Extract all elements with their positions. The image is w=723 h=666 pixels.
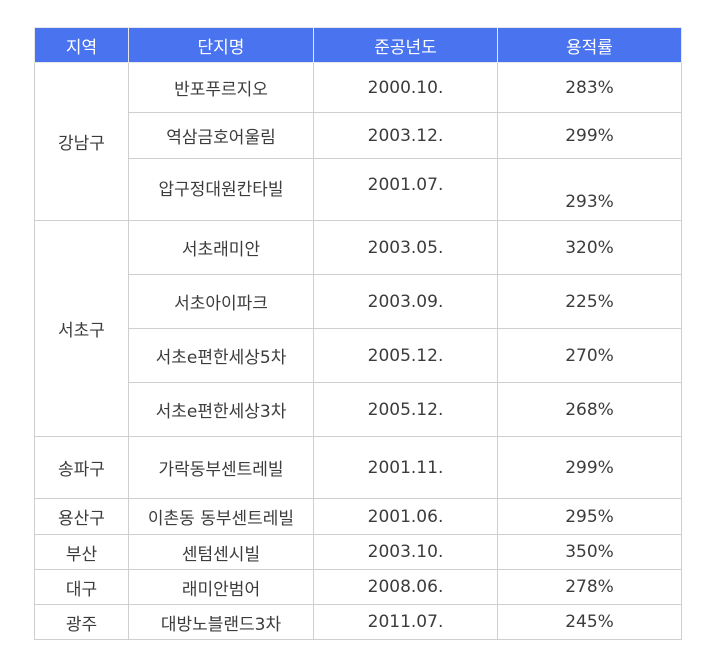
region-cell: 서초구 bbox=[34, 220, 129, 437]
header-ratio: 용적률 bbox=[497, 27, 682, 63]
table-row: 서초e편한세상3차 2005.12. 268% bbox=[35, 382, 682, 437]
region-cell: 용산구 bbox=[34, 498, 129, 535]
year-cell: 2003.05. bbox=[313, 220, 498, 275]
table-row: 압구정대원칸타빌 2001.07. 293% bbox=[35, 158, 682, 221]
region-cell: 송파구 bbox=[34, 436, 129, 499]
year-cell: 2003.12. bbox=[313, 112, 498, 159]
ratio-cell: 283% bbox=[497, 62, 682, 113]
complex-cell: 역삼금호어울림 bbox=[128, 112, 314, 159]
complex-cell: 가락동부센트레빌 bbox=[128, 436, 314, 499]
complex-cell: 서초e편한세상5차 bbox=[128, 328, 314, 383]
complex-cell: 압구정대원칸타빌 bbox=[128, 158, 314, 221]
table-row: 광주 대방노블랜드3차 2011.07. 245% bbox=[34, 604, 682, 640]
ratio-cell: 245% bbox=[497, 604, 682, 640]
header-complex: 단지명 bbox=[128, 27, 314, 63]
year-cell: 2001.07. bbox=[313, 158, 498, 221]
year-cell: 2001.11. bbox=[313, 436, 498, 499]
complex-cell: 센텀센시빌 bbox=[128, 534, 314, 570]
year-cell: 2003.09. bbox=[313, 274, 498, 329]
table-row: 용산구 이촌동 동부센트레빌 2001.06. 295% bbox=[34, 498, 682, 535]
ratio-cell: 295% bbox=[497, 498, 682, 535]
year-cell: 2005.12. bbox=[313, 328, 498, 383]
ratio-cell: 268% bbox=[497, 382, 682, 437]
ratio-cell: 225% bbox=[497, 274, 682, 329]
year-cell: 2000.10. bbox=[313, 62, 498, 113]
region-cell: 대구 bbox=[34, 569, 129, 605]
region-cell: 강남구 bbox=[34, 62, 129, 221]
complex-cell: 반포푸르지오 bbox=[128, 62, 314, 113]
table-row: 서초아이파크 2003.09. 225% bbox=[35, 274, 682, 329]
table-row: 강남구 반포푸르지오 2000.10. 283% bbox=[34, 62, 682, 221]
year-cell: 2011.07. bbox=[313, 604, 498, 640]
ratio-cell: 299% bbox=[497, 436, 682, 499]
ratio-cell: 350% bbox=[497, 534, 682, 570]
complex-cell: 서초래미안 bbox=[128, 220, 314, 275]
year-cell: 2005.12. bbox=[313, 382, 498, 437]
complex-cell: 대방노블랜드3차 bbox=[128, 604, 314, 640]
ratio-cell: 299% bbox=[497, 112, 682, 159]
table-row: 역삼금호어울림 2003.12. 299% bbox=[35, 112, 682, 159]
table-row: 서초e편한세상5차 2005.12. 270% bbox=[35, 328, 682, 383]
table-row: 송파구 가락동부센트레빌 2001.11. 299% bbox=[34, 436, 682, 499]
ratio-cell: 293% bbox=[497, 158, 682, 221]
header-region: 지역 bbox=[34, 27, 129, 63]
year-cell: 2001.06. bbox=[313, 498, 498, 535]
year-cell: 2008.06. bbox=[313, 569, 498, 605]
ratio-cell: 278% bbox=[497, 569, 682, 605]
table-row: 대구 래미안범어 2008.06. 278% bbox=[34, 569, 682, 605]
region-cell: 광주 bbox=[34, 604, 129, 640]
complex-cell: 서초e편한세상3차 bbox=[128, 382, 314, 437]
ratio-cell: 270% bbox=[497, 328, 682, 383]
region-cell: 부산 bbox=[34, 534, 129, 570]
header-row: 지역 단지명 준공년도 용적률 bbox=[34, 27, 682, 63]
complex-cell: 이촌동 동부센트레빌 bbox=[128, 498, 314, 535]
header-year: 준공년도 bbox=[313, 27, 498, 63]
complex-cell: 래미안범어 bbox=[128, 569, 314, 605]
year-cell: 2003.10. bbox=[313, 534, 498, 570]
apartment-table: 지역 단지명 준공년도 용적률 강남구 반포푸르지오 2000.10. 283%… bbox=[34, 27, 682, 640]
table-row: 부산 센텀센시빌 2003.10. 350% bbox=[34, 534, 682, 570]
ratio-cell: 320% bbox=[497, 220, 682, 275]
table-row: 서초구 서초래미안 2003.05. 320% bbox=[34, 220, 682, 437]
complex-cell: 서초아이파크 bbox=[128, 274, 314, 329]
